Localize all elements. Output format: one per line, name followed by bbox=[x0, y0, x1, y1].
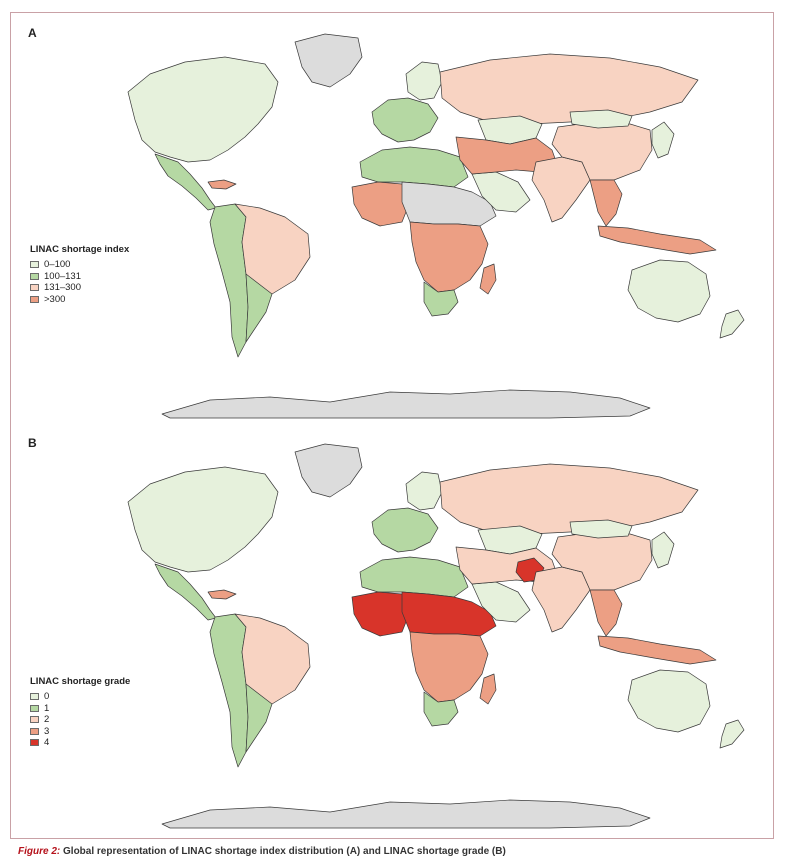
panel-b-legend-swatch bbox=[30, 704, 39, 712]
region-indonesia bbox=[597, 635, 717, 665]
region-north-america bbox=[127, 56, 279, 163]
region-mexico-central-america bbox=[154, 563, 217, 621]
panel-a-legend-label: 131–300 bbox=[44, 282, 81, 294]
panel-b-legend-swatch bbox=[30, 727, 39, 735]
region-central-east-africa bbox=[409, 631, 489, 703]
region-antarctica bbox=[161, 389, 651, 419]
region-southern-africa bbox=[423, 281, 459, 317]
panel-a-legend-swatch bbox=[30, 295, 39, 303]
region-north-africa bbox=[359, 556, 469, 598]
panel-a-legend-item: >300 bbox=[30, 294, 129, 306]
region-scandinavia bbox=[405, 61, 443, 101]
panel-b-legend-item: 3 bbox=[30, 726, 130, 738]
figure-caption: Figure 2: Global representation of LINAC… bbox=[18, 846, 506, 857]
region-sahel bbox=[401, 591, 497, 637]
legend-b-title: LINAC shortage grade bbox=[30, 676, 131, 687]
region-north-africa bbox=[359, 146, 469, 188]
region-australia bbox=[627, 259, 711, 323]
region-south-asia bbox=[531, 156, 591, 223]
region-brazil bbox=[234, 203, 311, 295]
region-japan-korea bbox=[651, 531, 675, 569]
panel-b-legend-item: 1 bbox=[30, 703, 130, 715]
region-arabian-peninsula bbox=[471, 581, 531, 623]
panel-b-legend-label: 0 bbox=[44, 691, 50, 703]
panel-a-legend-item: 131–300 bbox=[30, 282, 129, 294]
region-western-europe bbox=[371, 507, 439, 553]
panel-a-legend-label: 0–100 bbox=[44, 259, 71, 271]
region-southeast-asia bbox=[589, 179, 623, 227]
region-antarctica bbox=[161, 799, 651, 829]
region-central-east-africa bbox=[409, 221, 489, 293]
panel-a-legend-item: 0–100 bbox=[30, 259, 129, 271]
caption-label: Figure 2: bbox=[18, 846, 61, 857]
panel-b-legend-label: 3 bbox=[44, 725, 50, 737]
region-southern-cone bbox=[245, 273, 273, 343]
region-madagascar bbox=[479, 263, 497, 295]
panel-b-legend-item: 0 bbox=[30, 691, 130, 703]
panel-b-legend-item: 4 bbox=[30, 737, 130, 749]
region-south-asia bbox=[531, 566, 591, 633]
panel-b-legend-swatch bbox=[30, 716, 39, 724]
region-sahel bbox=[401, 181, 497, 227]
region-western-south-america bbox=[209, 203, 249, 358]
legend-a-title: LINAC shortage index bbox=[30, 244, 130, 255]
region-north-america bbox=[127, 466, 279, 573]
panel-a-letter: A bbox=[28, 26, 37, 40]
panel-b-legend-swatch bbox=[30, 739, 39, 747]
caption-text: Global representation of LINAC shortage … bbox=[63, 846, 506, 857]
region-southeast-asia bbox=[589, 589, 623, 637]
panel-b-legend-label: 2 bbox=[44, 714, 50, 726]
region-australia bbox=[627, 669, 711, 733]
region-arabian-peninsula bbox=[471, 171, 531, 213]
region-russia bbox=[439, 53, 699, 125]
panel-a-legend-swatch bbox=[30, 284, 39, 292]
panel-a-legend-label: 100–131 bbox=[44, 270, 81, 282]
region-new-zealand bbox=[719, 309, 745, 339]
world-map-b bbox=[127, 443, 745, 829]
region-west-africa bbox=[351, 591, 411, 637]
panel-b-legend-item: 2 bbox=[30, 714, 130, 726]
region-western-south-america bbox=[209, 613, 249, 768]
panel-b: B bbox=[10, 432, 774, 832]
world-map-a bbox=[127, 33, 745, 419]
region-western-europe bbox=[371, 97, 439, 143]
region-russia bbox=[439, 463, 699, 535]
panel-a-legend-item: 100–131 bbox=[30, 271, 129, 283]
panel-a-legend-swatch bbox=[30, 272, 39, 280]
region-mongolia bbox=[569, 519, 633, 539]
figure-frame bbox=[10, 12, 774, 839]
region-madagascar bbox=[479, 673, 497, 705]
region-west-africa bbox=[351, 181, 411, 227]
panel-b-legend-label: 1 bbox=[44, 702, 50, 714]
panel-b-legend-swatch bbox=[30, 693, 39, 701]
region-scandinavia bbox=[405, 471, 443, 511]
region-greenland bbox=[294, 443, 363, 498]
region-brazil bbox=[234, 613, 311, 705]
panel-a: A bbox=[10, 12, 774, 422]
region-southern-cone bbox=[245, 683, 273, 753]
region-new-zealand bbox=[719, 719, 745, 749]
region-mexico-central-america bbox=[154, 153, 217, 211]
panel-a-legend-swatch bbox=[30, 261, 39, 269]
region-caribbean bbox=[207, 179, 237, 190]
region-mongolia bbox=[569, 109, 633, 129]
panel-a-legend-label: >300 bbox=[44, 293, 66, 305]
panel-b-legend-label: 4 bbox=[44, 737, 50, 749]
region-greenland bbox=[294, 33, 363, 88]
region-southern-africa bbox=[423, 691, 459, 727]
region-caribbean bbox=[207, 589, 237, 600]
panel-b-letter: B bbox=[28, 436, 37, 450]
region-japan-korea bbox=[651, 121, 675, 159]
legend-a: LINAC shortage index 0–100 100–131 131–300… bbox=[30, 244, 129, 305]
region-indonesia bbox=[597, 225, 717, 255]
